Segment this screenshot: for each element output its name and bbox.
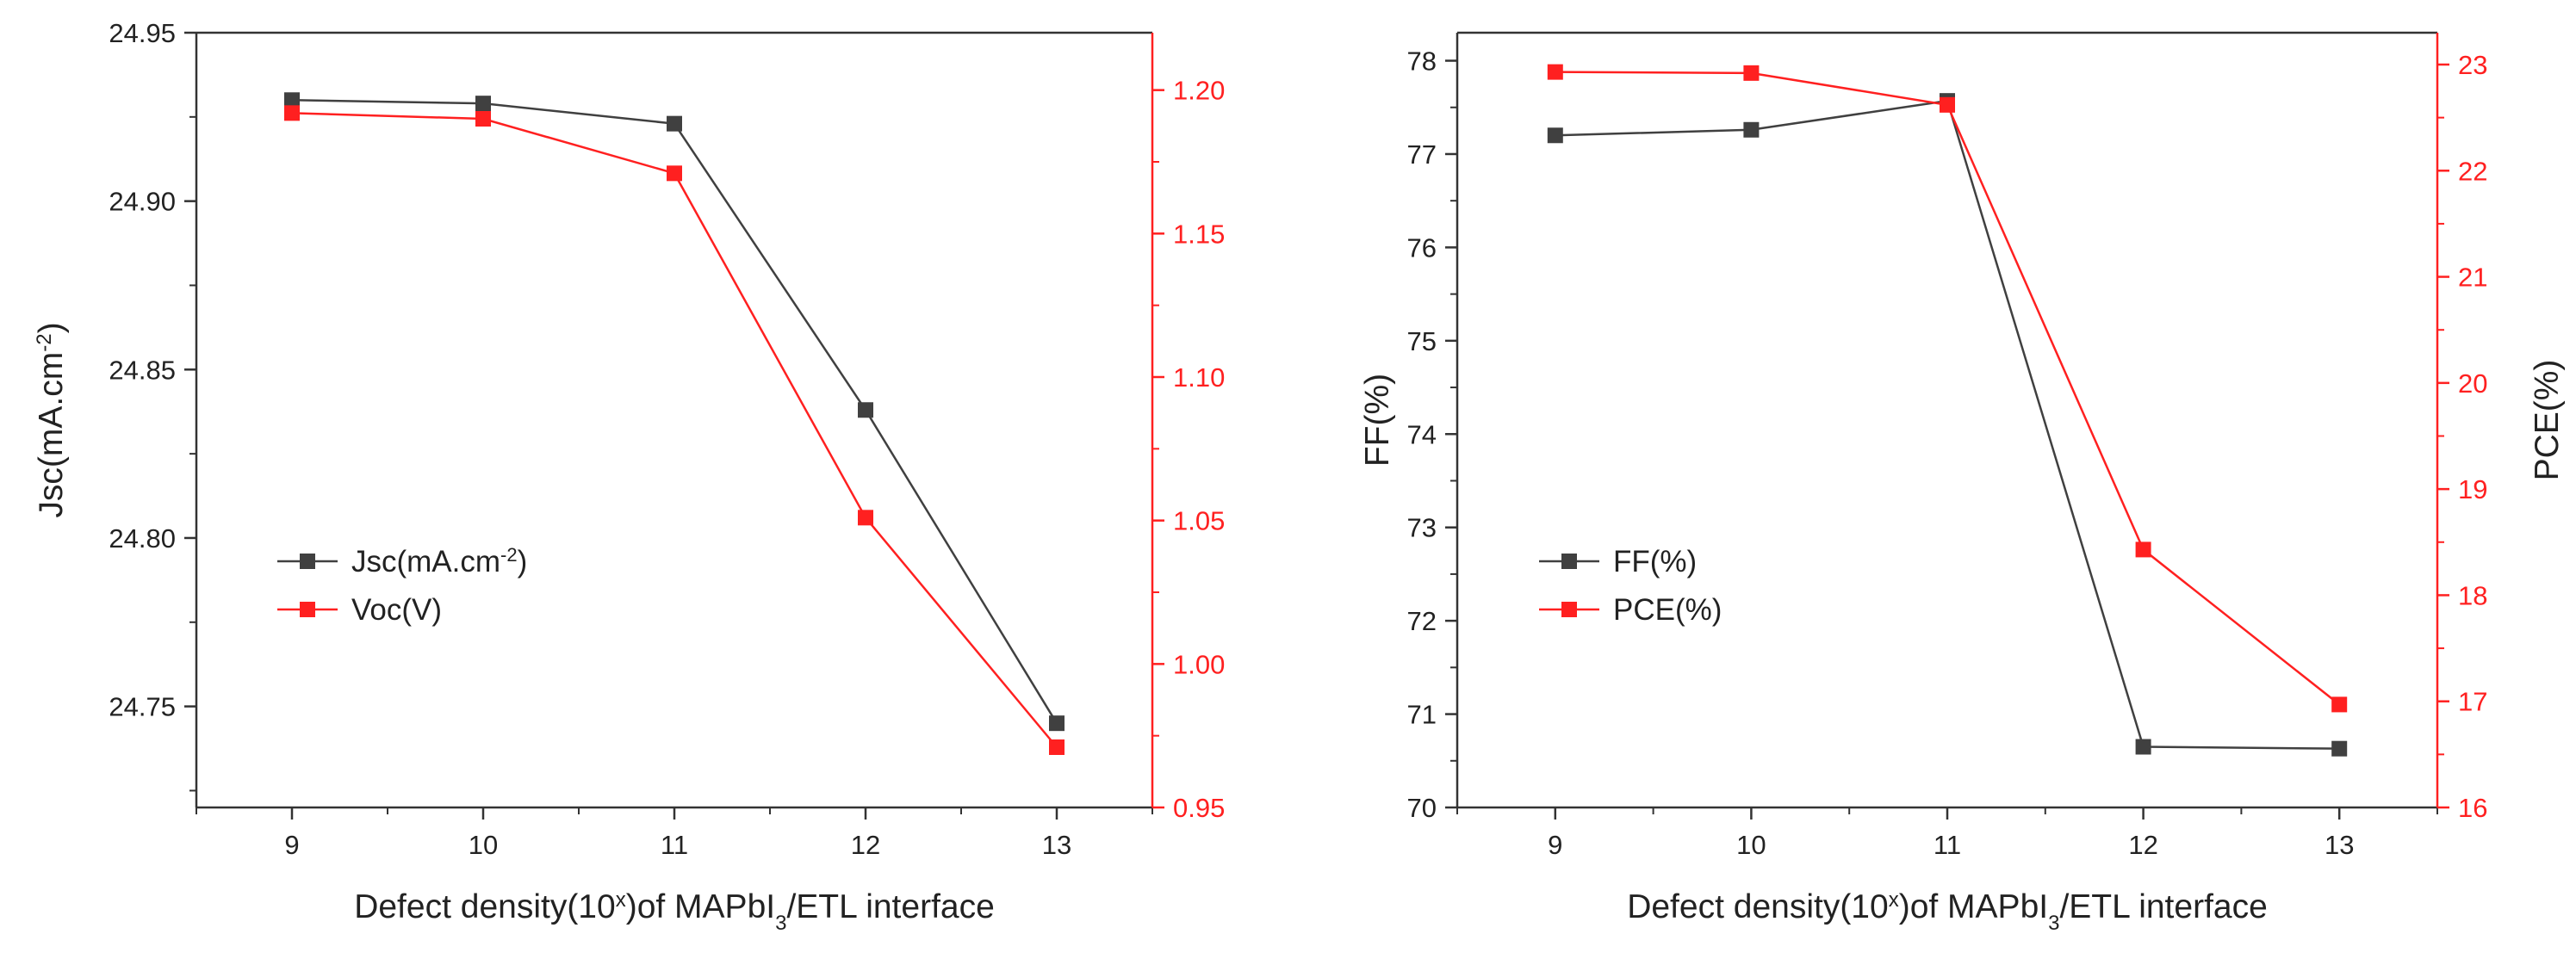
data-point [475,111,491,127]
left-tick-label: 75 [1407,326,1437,356]
x-tick-label: 10 [1736,830,1766,860]
legend-marker [300,602,315,617]
left-tick-label: 78 [1407,46,1437,77]
data-point [284,105,300,121]
data-point [667,115,682,132]
x-tick-label: 13 [1042,830,1071,860]
x-axis-title: Defect density(10x)of MAPbI3/ETL interfa… [1627,888,2268,935]
left-tick-label: 74 [1407,419,1437,449]
left-tick-label: 73 [1407,513,1437,543]
data-point [1547,64,1563,80]
x-tick-label: 13 [2325,830,2354,860]
data-point [1049,715,1065,732]
x-tick-label: 12 [2128,830,2157,860]
data-point [1743,121,1760,138]
data-point [858,402,873,418]
right-tick-label: 20 [2458,368,2487,399]
series-line-0 [1555,99,2340,750]
data-point [2331,696,2348,713]
series-line-0 [291,99,1058,724]
legend-label: Jsc(mA.cm-2) [351,544,527,579]
left-tick-label: 24.90 [109,187,176,217]
left-tick-label: 71 [1407,700,1437,730]
legend-marker [1561,554,1577,569]
x-axis-title: Defect density(10x)of MAPbI3/ETL interfa… [354,888,995,935]
left-tick-label: 77 [1407,139,1437,170]
data-point [1743,65,1760,81]
chart-panel-left: 9 10 11 12 13 24.75 24.80 24.85 24.90 24.95 0.95 1.… [33,18,1226,935]
left-tick-label: 72 [1407,606,1437,636]
right-tick-label: 16 [2458,793,2487,823]
x-tick-label: 12 [851,830,880,860]
right-tick-label: 21 [2458,263,2487,293]
right-tick-label: 17 [2458,687,2487,717]
right-axis-title: PCE(%) [2529,360,2566,481]
x-tick-label: 11 [661,830,688,860]
right-tick-label: 0.95 [1173,793,1225,823]
data-point [858,510,873,526]
left-tick-label: 24.95 [109,18,176,48]
legend-marker [1561,602,1577,617]
data-point [2135,739,2151,755]
data-point [1049,739,1065,755]
left-tick-label: 70 [1407,793,1437,823]
legend-marker [300,554,315,569]
left-tick-label: 24.75 [109,692,176,722]
right-tick-label: 1.20 [1173,76,1225,106]
right-tick-label: 23 [2458,50,2487,80]
data-point [475,96,491,112]
right-tick-label: 18 [2458,580,2487,610]
right-tick-label: 1.10 [1173,362,1225,393]
left-tick-label: 24.80 [109,523,176,554]
left-tick-label: 76 [1407,232,1437,263]
right-tick-label: 1.00 [1173,649,1225,679]
x-tick-label: 9 [1548,830,1562,860]
x-tick-label: 11 [1934,830,1961,860]
data-point [1547,127,1563,144]
legend-label: FF(%) [1613,545,1697,578]
left-axis-title: Jsc(mA.cm-2) [33,322,71,517]
right-tick-label: 1.05 [1173,506,1225,536]
right-tick-label: 19 [2458,474,2487,504]
chart-panel-right: 9 10 11 12 13 70 71 72 73 74 75 76 77 78 16 17 18 19 20 21 2… [1359,31,2566,935]
legend-label: Voc(V) [351,593,442,627]
data-point [2331,740,2348,757]
legend-label: PCE(%) [1613,593,1722,627]
data-point [284,92,300,108]
left-tick-label: 24.85 [109,355,176,385]
x-tick-label: 10 [469,830,498,860]
data-point [2135,541,2151,558]
x-tick-label: 9 [284,830,299,860]
series-line-1 [291,112,1058,748]
right-tick-label: 1.15 [1173,219,1225,249]
data-point [1940,96,1955,113]
left-axis-title: FF(%) [1359,374,1396,467]
data-point [667,165,682,182]
right-tick-label: 22 [2458,156,2487,186]
